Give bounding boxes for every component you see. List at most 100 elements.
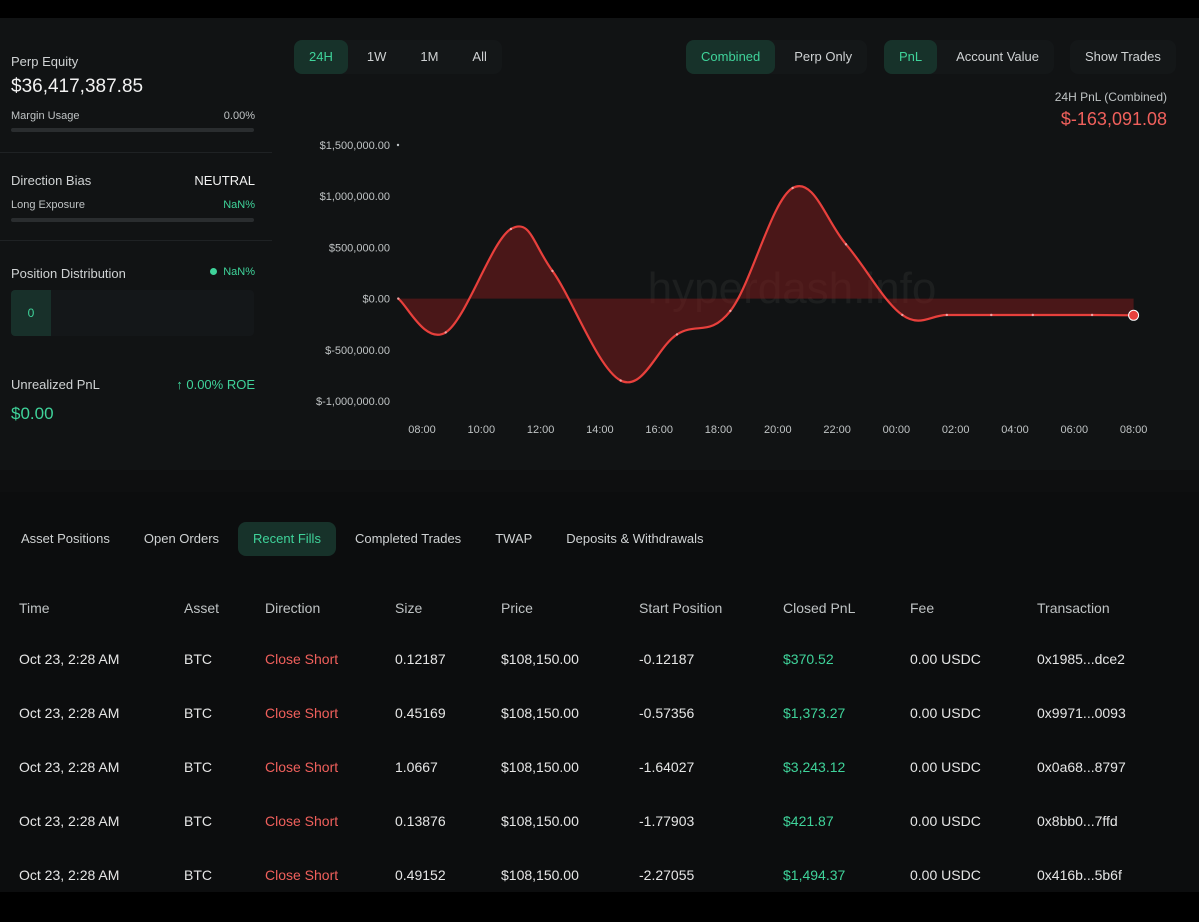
data-point: [945, 313, 949, 317]
table-cell: -2.27055: [639, 867, 695, 883]
table-cell: -1.77903: [639, 813, 695, 829]
range-tab[interactable]: 1M: [420, 49, 439, 64]
table-cell: Oct 23, 2:28 AM: [19, 759, 120, 775]
x-tick-label: 08:00: [1120, 424, 1148, 436]
tab-completed-trades[interactable]: Completed Trades: [354, 531, 462, 546]
table-row[interactable]: Oct 23, 2:28 AM BTC Close Short 0.49152 $108…: [0, 848, 1197, 902]
data-point: [729, 309, 732, 313]
data-point: [1090, 313, 1094, 317]
y-tick-label: $-500,000.00: [325, 345, 390, 357]
x-tick-label: 22:00: [823, 424, 851, 436]
pnl-area: [398, 186, 1134, 383]
table-cell[interactable]: 0x9971...0093: [1037, 705, 1126, 721]
fills-table: Time Asset Direction Size Price Start Po…: [0, 584, 1197, 902]
show-trades-button[interactable]: Show Trades: [1085, 49, 1161, 64]
x-tick-label: 04:00: [1001, 424, 1029, 436]
table-cell: Close Short: [265, 867, 339, 883]
table-cell[interactable]: 0x1985...dce2: [1037, 651, 1125, 667]
table-row[interactable]: Oct 23, 2:28 AM BTC Close Short 0.45169 $108…: [0, 686, 1197, 740]
x-tick-label: 14:00: [586, 424, 614, 436]
table-cell: BTC: [184, 867, 212, 883]
column-header: Size: [395, 600, 423, 616]
tab-deposits-withdrawals[interactable]: Deposits & Withdrawals: [566, 531, 704, 546]
table-cell: $370.52: [783, 651, 834, 667]
metric-tabs: PnL Account Value: [884, 40, 1055, 74]
x-tick-label: 06:00: [1061, 424, 1089, 436]
unrealized-pnl-value: $0.00: [11, 404, 54, 423]
column-header: Transaction: [1037, 600, 1110, 616]
divider: [0, 152, 272, 153]
table-cell: Oct 23, 2:28 AM: [19, 651, 120, 667]
table-cell: 0.00 USDC: [910, 759, 981, 775]
table-row[interactable]: Oct 23, 2:28 AM BTC Close Short 1.0667 $108,…: [0, 740, 1197, 794]
app-frame: Perp Equity $36,417,387.85 Margin Usage …: [0, 18, 1199, 892]
table-cell: -0.12187: [639, 651, 695, 667]
column-header: Asset: [184, 600, 220, 616]
table-cell: Close Short: [265, 651, 339, 667]
x-tick-label: 18:00: [705, 424, 733, 436]
table-cell: -1.64027: [639, 759, 695, 775]
margin-usage-value: 0.00%: [223, 110, 255, 122]
data-point: [901, 313, 904, 317]
table-cell: Oct 23, 2:28 AM: [19, 705, 120, 721]
y-tick-label: $1,000,000.00: [320, 191, 390, 203]
table-cell: 0.00 USDC: [910, 813, 981, 829]
table-row[interactable]: Oct 23, 2:28 AM BTC Close Short 0.13876 $108…: [0, 794, 1197, 848]
y-tick-label: $-1,000,000.00: [316, 396, 390, 408]
table-cell: 0.00 USDC: [910, 651, 981, 667]
activity-panel: Asset Positions Open Orders Recent Fills…: [0, 492, 1199, 892]
data-point: [990, 313, 993, 317]
tab-open-orders[interactable]: Open Orders: [143, 531, 220, 546]
x-tick-label: 20:00: [764, 424, 792, 436]
table-cell: Close Short: [265, 759, 339, 775]
x-tick-label: 00:00: [883, 424, 911, 436]
data-point: [675, 333, 679, 336]
table-cell[interactable]: 0x0a68...8797: [1037, 759, 1126, 775]
table-header-row: Time Asset Direction Size Price Start Po…: [0, 584, 1197, 632]
pnl-header-value: $-163,091.08: [1060, 109, 1167, 129]
pnl-chart-panel: 24H 1W 1M All Combined Perp Only PnL Acc…: [272, 18, 1199, 470]
x-tick-label: 10:00: [468, 424, 496, 436]
table-cell: $1,373.27: [783, 705, 846, 721]
tab-twap[interactable]: TWAP: [495, 531, 533, 546]
data-point: [551, 269, 554, 273]
table-cell: Oct 23, 2:28 AM: [19, 813, 120, 829]
pnl-chart: hyperdash.info$1,500,000.00$1,000,000.00…: [316, 140, 1148, 436]
table-cell: 0.13876: [395, 813, 446, 829]
table-cell: $1,494.37: [783, 867, 846, 883]
mode-tabs: Combined Perp Only: [686, 40, 868, 74]
table-cell: $3,243.12: [783, 759, 846, 775]
table-cell: $108,150.00: [501, 651, 579, 667]
show-trades-group: Show Trades: [1070, 40, 1176, 74]
perp-equity-label: Perp Equity: [11, 54, 79, 69]
mode-tab[interactable]: Perp Only: [794, 49, 853, 64]
position-distribution-value: NaN%: [210, 266, 255, 278]
margin-usage-bar: [11, 128, 254, 132]
unrealized-pnl-roe: ↑ 0.00% ROE: [176, 377, 255, 392]
column-header: Direction: [265, 600, 321, 616]
range-tab[interactable]: 24H: [294, 40, 348, 74]
column-header: Start Position: [639, 600, 723, 616]
table-cell: $108,150.00: [501, 705, 579, 721]
range-tab[interactable]: 1W: [366, 49, 387, 64]
direction-bias-value: NEUTRAL: [194, 173, 255, 188]
table-cell[interactable]: 0x416b...5b6f: [1037, 867, 1122, 883]
pnl-line: [397, 185, 1134, 384]
tab-asset-positions[interactable]: Asset Positions: [21, 531, 110, 546]
data-point: [444, 331, 447, 334]
tab-recent-fills[interactable]: Recent Fills: [238, 522, 336, 556]
table-cell: $108,150.00: [501, 759, 579, 775]
column-header: Fee: [910, 600, 935, 616]
range-tab[interactable]: All: [472, 49, 487, 64]
metric-tab[interactable]: Account Value: [956, 49, 1040, 64]
x-tick-label: 16:00: [645, 424, 673, 436]
table-row[interactable]: Oct 23, 2:28 AM BTC Close Short 0.12187 $108…: [0, 632, 1197, 686]
column-header: Time: [19, 600, 50, 616]
mode-tab[interactable]: Combined: [686, 40, 776, 74]
long-exposure-bar: [11, 218, 254, 222]
table-cell: BTC: [184, 759, 212, 775]
table-cell[interactable]: 0x8bb0...7ffd: [1037, 813, 1118, 829]
metric-tab[interactable]: PnL: [884, 40, 938, 74]
column-header: Closed PnL: [783, 600, 856, 616]
position-distribution-label: Position Distribution: [11, 266, 126, 281]
